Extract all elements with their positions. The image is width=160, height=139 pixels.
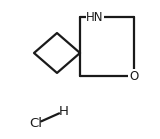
Text: H: H (58, 105, 68, 118)
Text: O: O (129, 70, 139, 83)
Text: HN: HN (86, 11, 104, 24)
Text: Cl: Cl (29, 117, 42, 130)
